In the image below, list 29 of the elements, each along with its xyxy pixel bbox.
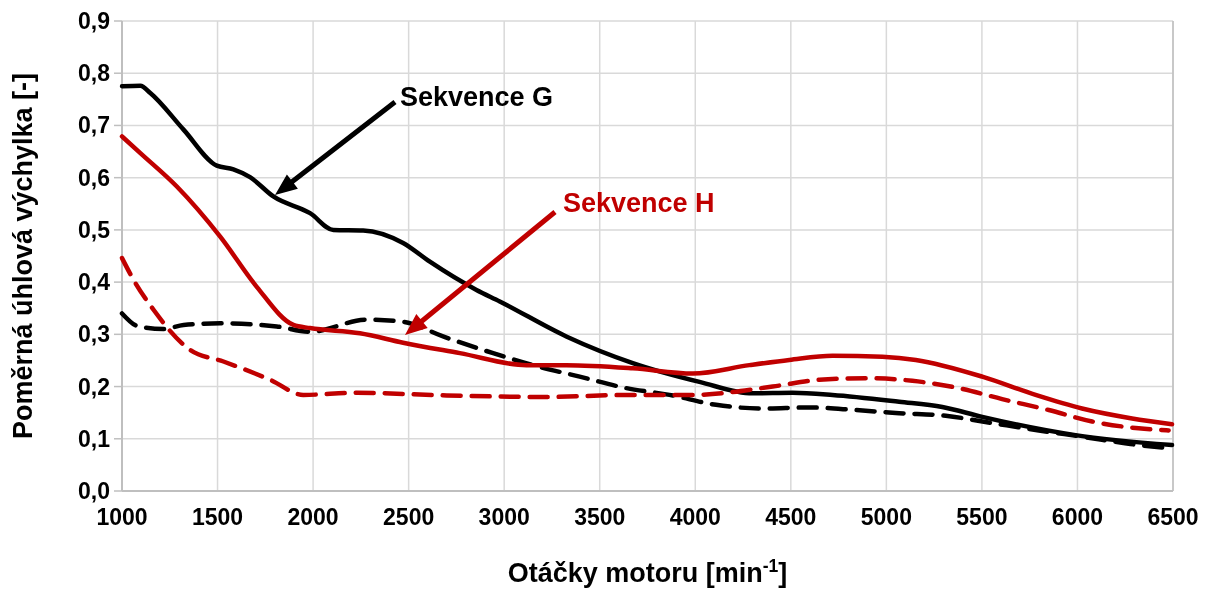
x-tick-label: 5000 (860, 504, 912, 530)
y-tick-label: 0,7 (78, 112, 110, 139)
x-tick-label: 3000 (478, 504, 530, 530)
y-tick-label: 0,3 (78, 321, 110, 348)
x-tick-label: 6500 (1147, 504, 1199, 530)
x-tick-label: 5500 (956, 504, 1008, 530)
y-tick-label: 0,9 (78, 8, 110, 35)
annotation: Sekvence H (563, 188, 715, 219)
y-tick-label: 0,6 (78, 164, 110, 191)
x-tick-label: 6000 (1051, 504, 1104, 530)
line-series (119, 255, 1171, 433)
x-axis-title: Otáčky motoru [min$^{-1}$] (507, 556, 788, 588)
y-tick-label: 0,8 (78, 60, 111, 87)
y-tick-label: 0,1 (78, 425, 111, 452)
y-axis-title: Poměrná úhlová výchylka [-] (8, 72, 38, 440)
y-tick-label: 0,2 (78, 373, 110, 400)
x-tick-label: 4500 (765, 504, 817, 530)
y-tick-label: 0,5 (78, 216, 111, 243)
x-tick-label: 1500 (191, 504, 244, 530)
x-tick-label: 3500 (574, 504, 626, 530)
annotation: Sekvence G (400, 82, 554, 113)
x-tick-label: 2500 (383, 504, 435, 530)
line-series (119, 83, 1175, 448)
y-tick-label: 0,4 (78, 269, 111, 296)
x-tick-label: 1000 (96, 504, 148, 530)
x-tick-label: 2000 (287, 504, 339, 530)
y-tick-label: 0,0 (78, 478, 110, 505)
x-tick-label: 4000 (669, 504, 721, 530)
line-series (119, 134, 1175, 427)
